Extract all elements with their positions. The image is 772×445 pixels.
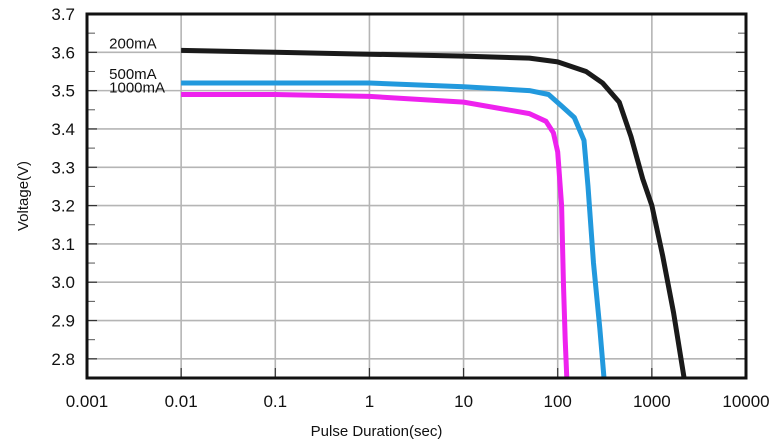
x-tick-label: 0.001 [66,392,109,411]
y-tick-label: 3.3 [51,158,75,177]
plot-frame [85,12,748,380]
x-tick-labels: 0.001 0.01 0.1 1 10 100 1000 10000 [66,392,770,411]
x-tick-label: 0.1 [263,392,287,411]
series-line-200ma [181,47,687,379]
series-line-1000ma [181,92,570,379]
y-tick-label: 3.4 [51,120,75,139]
grid [87,14,746,378]
series-label-500ma: 500mA [109,66,157,83]
series-label-1000ma: 1000mA [109,79,165,96]
x-tick-label: 10 [454,392,473,411]
y-tick-label: 3.0 [51,273,75,292]
x-tick-label: 100 [544,392,572,411]
y-tick-label: 2.9 [51,312,75,331]
y-tick-labels: 2.8 2.9 3.0 3.1 3.2 3.3 3.4 3.5 3.6 3.7 [51,5,75,369]
y-tick-label: 3.5 [51,82,75,101]
series-label-200ma: 200mA [109,35,157,52]
y-tick-label: 3.6 [51,43,75,62]
x-tick-label: 1000 [633,392,671,411]
x-tick-label: 1 [365,392,374,411]
series-lines [181,47,687,379]
x-tick-label: 0.01 [165,392,198,411]
x-axis-title: Pulse Duration(sec) [311,423,443,440]
series-line-500ma [181,80,607,379]
y-tick-label: 2.8 [51,350,75,369]
x-tick-label: 10000 [722,392,769,411]
y-tick-label: 3.7 [51,5,75,24]
y-tick-label: 3.1 [51,235,75,254]
y-tick-label: 3.2 [51,197,75,216]
y-axis-title: Voltage(V) [15,161,32,231]
